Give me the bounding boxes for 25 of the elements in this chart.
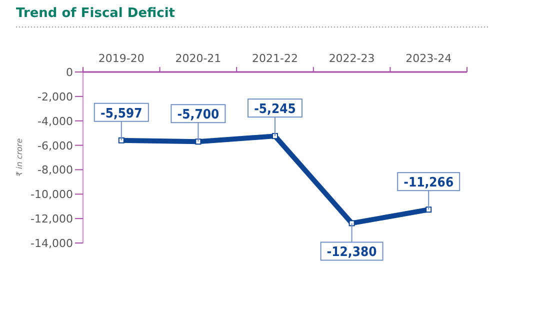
y-axis-title: ₹ in crore bbox=[15, 138, 24, 177]
x-tick-label: 2021-22 bbox=[252, 52, 298, 65]
y-tick-label: -14,000 bbox=[30, 237, 73, 250]
text: -5,245 bbox=[254, 102, 296, 118]
x-tick-label: 2023-24 bbox=[406, 52, 452, 65]
text: -12,380 bbox=[326, 245, 377, 260]
chart-title: Trend of Fiscal Deficit bbox=[16, 6, 176, 21]
y-tick-label: -10,000 bbox=[30, 188, 73, 202]
y-tick-label: -4,000 bbox=[38, 114, 73, 128]
y-tick-label: -8,000 bbox=[38, 164, 73, 177]
y-tick-label: 0 bbox=[66, 66, 73, 79]
x-tick-label: 2022-23 bbox=[328, 52, 375, 65]
point bbox=[426, 206, 432, 213]
text: -5,700 bbox=[177, 108, 220, 123]
point bbox=[272, 133, 278, 140]
point bbox=[195, 138, 202, 145]
text: -11,266 bbox=[404, 176, 454, 191]
y-tick-label: -6,000 bbox=[38, 139, 73, 152]
y-tick-label: -12,000 bbox=[30, 212, 73, 226]
text: -5,597 bbox=[100, 106, 142, 122]
x-tick-label: 2020-21 bbox=[175, 52, 222, 65]
y-tick-label: -2,000 bbox=[38, 90, 73, 104]
point bbox=[348, 220, 355, 226]
x-tick-label: 2019-20 bbox=[98, 52, 144, 65]
point bbox=[118, 137, 124, 144]
